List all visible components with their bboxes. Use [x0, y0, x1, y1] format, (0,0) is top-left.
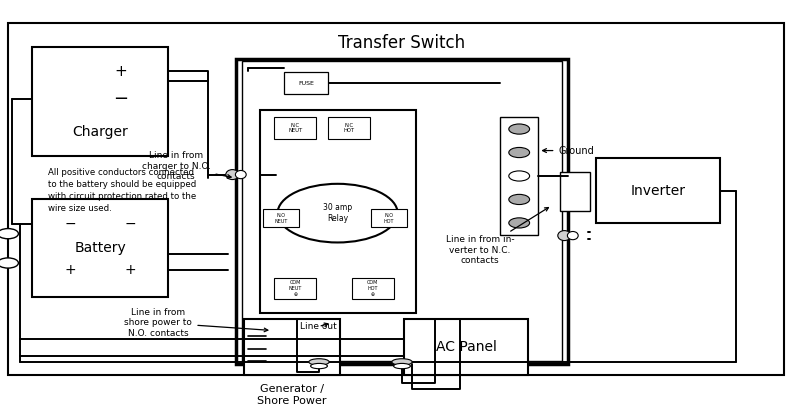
Text: Line in from in-
verter to N.C.
contacts: Line in from in- verter to N.C. contacts	[446, 207, 549, 265]
Text: AC Panel: AC Panel	[435, 340, 497, 354]
Text: +: +	[114, 64, 126, 79]
Text: FUSE: FUSE	[298, 81, 314, 85]
Circle shape	[509, 218, 530, 228]
Text: COM
HOT
⊕: COM HOT ⊕	[367, 280, 378, 297]
Circle shape	[0, 258, 18, 268]
Bar	[352, 278, 394, 299]
Bar	[500, 117, 538, 234]
Ellipse shape	[394, 363, 410, 369]
Bar	[404, 319, 528, 375]
Text: Inverter: Inverter	[630, 183, 686, 198]
Text: +: +	[124, 263, 136, 277]
Circle shape	[0, 228, 18, 239]
Bar	[32, 47, 168, 156]
Bar	[236, 59, 568, 364]
Text: −: −	[124, 217, 136, 231]
Text: Line out: Line out	[300, 322, 337, 331]
Bar	[260, 109, 416, 313]
Text: N.O
HOT: N.O HOT	[384, 213, 394, 224]
Bar	[284, 72, 328, 94]
Text: N.C
HOT: N.C HOT	[343, 123, 354, 134]
Text: Generator /
Shore Power: Generator / Shore Power	[258, 384, 326, 405]
Bar	[274, 117, 316, 139]
Ellipse shape	[567, 232, 578, 240]
Bar	[596, 158, 720, 223]
Circle shape	[509, 194, 530, 205]
Bar	[560, 172, 590, 211]
Bar	[244, 319, 340, 375]
Bar	[32, 199, 168, 297]
Text: Line in from
charger to N.O.
contacts: Line in from charger to N.O. contacts	[142, 151, 231, 181]
Ellipse shape	[392, 359, 412, 365]
Ellipse shape	[310, 363, 327, 369]
Text: Transfer Switch: Transfer Switch	[338, 34, 466, 52]
Bar	[328, 117, 370, 139]
Text: N.C
NEUT: N.C NEUT	[288, 123, 302, 134]
Text: COM
NEUT
⊕: COM NEUT ⊕	[289, 280, 302, 297]
Bar	[263, 209, 298, 228]
Ellipse shape	[309, 359, 330, 365]
Text: −: −	[113, 90, 128, 109]
Bar	[371, 209, 406, 228]
Text: Battery: Battery	[74, 241, 126, 255]
Bar	[242, 62, 562, 361]
Bar	[274, 278, 316, 299]
Text: Charger: Charger	[72, 125, 128, 139]
Ellipse shape	[558, 230, 571, 241]
Ellipse shape	[226, 170, 239, 179]
Circle shape	[509, 147, 530, 158]
Circle shape	[509, 171, 530, 181]
Text: +: +	[64, 263, 76, 277]
Text: N.O
NEUT: N.O NEUT	[274, 213, 287, 224]
Text: Line in from
shore power to
N.O. contacts: Line in from shore power to N.O. contact…	[125, 308, 268, 337]
Circle shape	[509, 124, 530, 134]
Text: All positive conductors connected
to the battery should be equipped
with circuit: All positive conductors connected to the…	[48, 168, 196, 213]
Text: 30 amp
Relay: 30 amp Relay	[323, 203, 352, 223]
Ellipse shape	[235, 171, 246, 179]
Text: −: −	[64, 217, 76, 231]
Text: Ground: Ground	[542, 145, 594, 156]
